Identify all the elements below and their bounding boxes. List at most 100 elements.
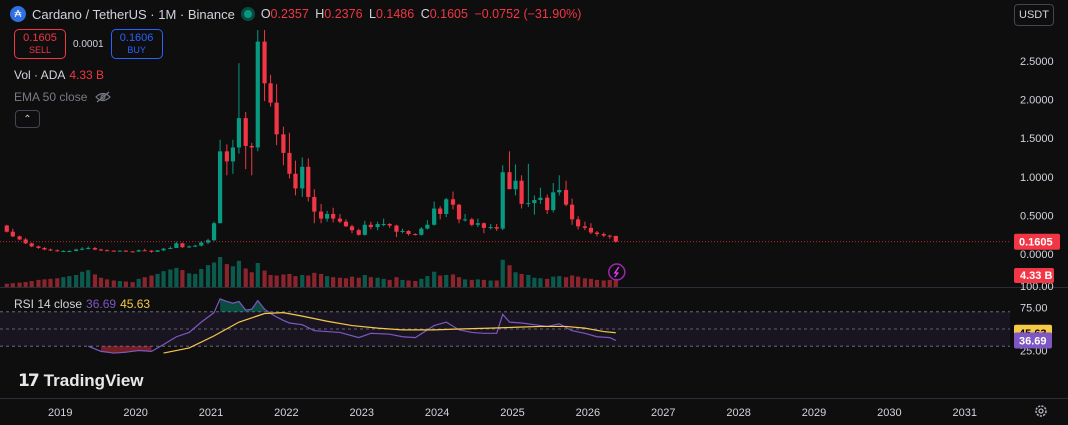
volume-bar (187, 273, 192, 287)
candle-body (104, 250, 110, 252)
candle-body (300, 166, 305, 189)
price-tick-label: 1.0000 (1020, 172, 1054, 184)
volume-bar (406, 280, 411, 287)
buy-price: 0.1606 (119, 32, 154, 44)
candle-body (243, 118, 248, 146)
candle-body (438, 208, 443, 214)
brand-name: TradingView (43, 371, 144, 390)
candle-body (432, 208, 437, 225)
volume-bar (419, 278, 424, 287)
candle-body (293, 173, 298, 189)
time-tick-label: 2027 (651, 407, 675, 419)
volume-bar (551, 276, 556, 287)
candle-body (61, 251, 66, 253)
rsi-badge-label: 36.69 (1019, 335, 1047, 347)
candle-body (413, 234, 418, 236)
candle-body (262, 41, 267, 84)
eye-hidden-icon[interactable] (95, 91, 112, 103)
volume-bar (545, 278, 550, 287)
time-tick-label: 2021 (199, 407, 223, 419)
candle-body (180, 243, 185, 248)
candle-body (249, 145, 254, 148)
candle-body (519, 180, 524, 204)
candle-body (281, 134, 286, 153)
tradingview-mark-icon: 𝟭𝟳 (18, 371, 40, 390)
candle-body (532, 200, 537, 204)
candle-body (161, 248, 166, 251)
candle-body (331, 213, 336, 219)
buy-label: BUY (127, 45, 146, 55)
candle-body (136, 250, 141, 252)
candle-body (419, 228, 424, 235)
gear-icon[interactable] (1034, 404, 1048, 418)
rsi-value: 36.69 (86, 297, 117, 311)
tradingview-logo[interactable]: 𝟭𝟳 TradingView (18, 371, 144, 391)
volume-bar (438, 275, 443, 287)
volume-bar (576, 276, 581, 287)
buy-button[interactable]: 0.1606 BUY (110, 29, 163, 59)
volume-bar (450, 274, 456, 287)
volume-legend[interactable]: Vol · ADA 4.33 B (14, 68, 104, 82)
sell-label: SELL (28, 45, 52, 55)
candle-body (86, 247, 91, 249)
candle-body (500, 172, 505, 229)
volume-bar (230, 266, 236, 287)
volume-bar (456, 277, 462, 287)
candle-body (74, 249, 79, 252)
candle-body (613, 235, 618, 242)
volume-bar (142, 277, 147, 287)
candle-body (325, 213, 330, 219)
candle-body (111, 250, 116, 252)
volume-bar (532, 277, 537, 287)
candle-body (381, 223, 386, 225)
symbol-title[interactable]: Cardano / TetherUS · 1M · Binance (32, 6, 235, 22)
candle-body (594, 232, 600, 235)
rsi-legend[interactable]: RSI 14 close 36.69 45.63 (14, 297, 150, 311)
candle-body (48, 249, 53, 251)
volume-bar (29, 281, 34, 287)
volume-bar (475, 279, 480, 287)
candle-body (187, 246, 192, 248)
candle-body (236, 118, 242, 148)
volume-bar (413, 281, 418, 287)
candle-body (582, 226, 587, 228)
volume-bar (17, 282, 22, 287)
volume-bar (563, 277, 569, 287)
volume-bar (168, 269, 173, 287)
volume-bar (42, 279, 47, 287)
candle-body (368, 224, 373, 228)
volume-bar (306, 275, 311, 287)
volume-label: Vol · ADA (14, 68, 66, 82)
collapse-legend-button[interactable]: ⌃ (15, 110, 40, 128)
volume-bar (300, 275, 305, 287)
volume-bar (174, 267, 179, 287)
time-tick-label: 2028 (726, 407, 750, 419)
volume-bar (149, 275, 154, 287)
candle-body (123, 250, 128, 252)
candle-body (362, 224, 367, 235)
cardano-coin-icon: ₳ (10, 6, 26, 22)
volume-bar (519, 273, 524, 287)
volume-bar (193, 273, 198, 287)
candle-body (349, 226, 355, 231)
currency-selector[interactable]: USDT (1014, 4, 1054, 26)
candle-body (494, 227, 499, 229)
volume-bar (343, 278, 349, 287)
volume-bar (331, 277, 336, 287)
rsi-ma-line (163, 312, 616, 354)
volume-bar (444, 275, 449, 287)
candle-body (563, 189, 569, 205)
time-tick-label: 2025 (500, 407, 524, 419)
volume-bar (61, 277, 66, 287)
candle-body (425, 224, 430, 229)
candle-body (450, 199, 456, 205)
ema-legend[interactable]: EMA 50 close (14, 90, 112, 104)
candle-body (576, 219, 581, 227)
sell-button[interactable]: 0.1605 SELL (14, 29, 66, 59)
candle-body (312, 196, 317, 212)
volume-bar (98, 277, 104, 287)
volume-bar (462, 279, 468, 287)
time-tick-label: 2023 (350, 407, 374, 419)
volume-bar (569, 275, 575, 287)
